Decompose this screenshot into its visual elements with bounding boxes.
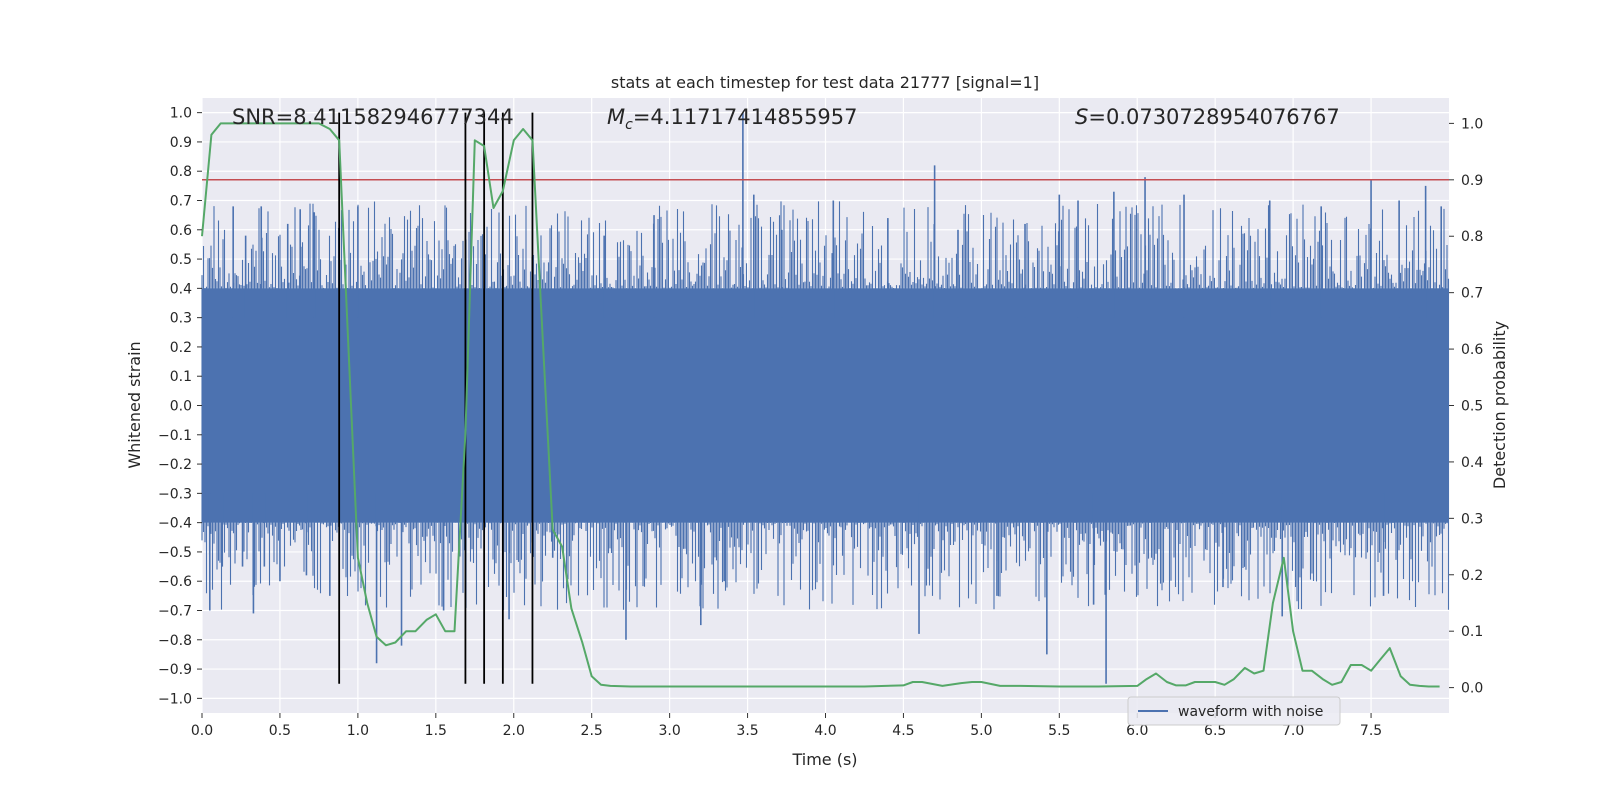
x-tick-label: 5.0 [970, 723, 992, 739]
x-axis-label: Time (s) [791, 750, 857, 769]
probability-line [201, 122, 1440, 688]
y-left-tick-label: −0.4 [158, 516, 192, 532]
x-tick-label: 0.0 [191, 723, 213, 739]
y-left-tick-label: −0.8 [158, 633, 192, 649]
s-annotation: S=0.0730728954076767 [1075, 105, 1340, 129]
y-left-tick-label: −0.2 [158, 457, 192, 473]
x-tick-label: 2.0 [503, 723, 525, 739]
s-value: =0.0730728954076767 [1088, 105, 1339, 129]
legend: waveform with noise [1127, 696, 1341, 726]
y-axis-label-left: Whitened strain [125, 341, 144, 468]
y-right-tick-label: 0.6 [1461, 342, 1483, 358]
y-right-tick-label: 1.0 [1461, 116, 1483, 132]
y-left-tick-label: 0.8 [170, 164, 192, 180]
x-tick-label: 3.5 [736, 723, 758, 739]
y-left-tick-label: 1.0 [170, 106, 192, 122]
x-tick-label: 4.0 [814, 723, 836, 739]
y-left-tick-label: 0.7 [170, 194, 192, 210]
probability-series [201, 122, 1440, 688]
waveform-series [201, 112, 1450, 684]
x-tick-label: 7.0 [1282, 723, 1304, 739]
y-right-tick-label: 0.0 [1461, 681, 1483, 697]
x-tick-label: 2.5 [581, 723, 603, 739]
x-tick-label: 6.5 [1204, 723, 1226, 739]
legend-box [1127, 696, 1341, 726]
y-right-tick-label: 0.4 [1461, 455, 1483, 471]
y-left-tick-label: −0.7 [158, 604, 192, 620]
x-tick-label: 4.5 [892, 723, 914, 739]
x-tick-label: 1.5 [425, 723, 447, 739]
y-left-tick-label: 0.4 [170, 281, 192, 297]
x-tick-label: 7.5 [1360, 723, 1382, 739]
y-right-tick-label: 0.7 [1461, 286, 1483, 302]
y-left-tick-label: −0.3 [158, 486, 192, 502]
y-left-tick-label: −0.9 [158, 662, 192, 678]
y-right-tick-label: 0.5 [1461, 399, 1483, 415]
legend-label: waveform with noise [1178, 704, 1323, 720]
y-right-tick-label: 0.9 [1461, 173, 1483, 189]
x-tick-label: 3.0 [658, 723, 680, 739]
x-tick-label: 5.5 [1048, 723, 1070, 739]
mc-value: =4.11717414855957 [633, 105, 858, 129]
mc-annotation: Mc=4.11717414855957 [607, 105, 858, 133]
y-left-tick-label: 0.0 [170, 399, 192, 415]
y-left-tick-label: 0.6 [170, 223, 192, 239]
y-right-tick-label: 0.3 [1461, 511, 1483, 527]
y-axis-label-right: Detection probability [1490, 321, 1509, 489]
y-left-tick-label: 0.5 [170, 252, 192, 268]
y-left-tick-label: −1.0 [158, 691, 192, 707]
s-symbol: S [1075, 105, 1088, 129]
mc-symbol: M [607, 105, 625, 129]
snr-annotation: SNR=8.411582946777344 [232, 105, 514, 129]
chart-title: stats at each timestep for test data 217… [611, 73, 1039, 92]
x-tick-label: 0.5 [269, 723, 291, 739]
mc-subscript: c [625, 117, 633, 133]
y-right-tick-label: 0.1 [1461, 624, 1483, 640]
x-tick-label: 1.0 [347, 723, 369, 739]
y-left-tick-label: −0.1 [158, 428, 192, 444]
y-left-tick-label: 0.2 [170, 340, 192, 356]
y-left-tick-label: 0.3 [170, 311, 192, 327]
y-left-tick-label: −0.6 [158, 574, 192, 590]
x-tick-label: 6.0 [1126, 723, 1148, 739]
y-right-tick-label: 0.2 [1461, 568, 1483, 584]
y-right-tick-label: 0.8 [1461, 229, 1483, 245]
marker-lines [338, 112, 534, 684]
y-left-tick-label: −0.5 [158, 545, 192, 561]
y-left-tick-label: 0.9 [170, 135, 192, 151]
y-left-tick-label: 0.1 [170, 369, 192, 385]
